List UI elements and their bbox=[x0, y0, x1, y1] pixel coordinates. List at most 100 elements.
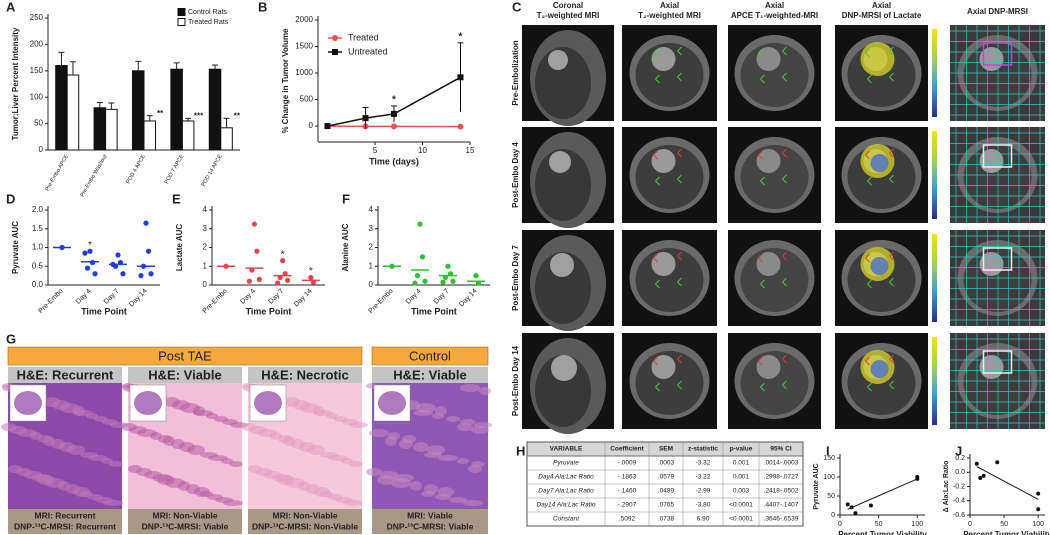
anatomy bbox=[535, 252, 591, 324]
voxel-selection bbox=[982, 144, 1013, 168]
tissue-texture bbox=[37, 475, 55, 485]
marker bbox=[391, 123, 397, 130]
x-tick-label: 10 bbox=[418, 146, 427, 155]
tissue-texture bbox=[377, 475, 395, 485]
point bbox=[115, 252, 121, 258]
x-axis-label: Time Point bbox=[411, 306, 457, 316]
tissue-texture bbox=[460, 384, 480, 392]
lactate-overlay bbox=[870, 154, 889, 172]
tissue-texture bbox=[438, 455, 458, 461]
point bbox=[422, 278, 428, 284]
tissue-texture bbox=[334, 416, 348, 422]
tissue-texture bbox=[193, 410, 213, 416]
tissue-texture bbox=[229, 461, 243, 467]
column-header: T₂-weighted MRI bbox=[537, 11, 600, 20]
tissue-texture bbox=[468, 465, 482, 473]
y-tick-label: 0 bbox=[39, 145, 44, 154]
point bbox=[419, 254, 426, 260]
tissue-texture bbox=[349, 461, 363, 467]
point bbox=[978, 475, 983, 480]
table-cell: 0.001 bbox=[733, 460, 750, 467]
arrow bbox=[782, 46, 787, 56]
point bbox=[145, 248, 152, 254]
inset-tissue bbox=[378, 391, 406, 415]
y-tick-label: -0.4 bbox=[953, 498, 965, 505]
table-cell: -2.99 bbox=[696, 488, 711, 495]
x-tick-label: Pre-Embo bbox=[202, 288, 229, 315]
anatomy bbox=[535, 355, 591, 427]
arrow bbox=[655, 382, 660, 392]
x-tick-label: Pre-Embo bbox=[367, 288, 394, 315]
tissue-texture bbox=[73, 410, 93, 416]
arrow bbox=[889, 251, 894, 261]
caption-box bbox=[372, 509, 488, 534]
tissue-texture bbox=[128, 465, 142, 473]
group-header bbox=[7, 346, 363, 366]
bar bbox=[143, 120, 157, 151]
tumor bbox=[756, 149, 781, 173]
panel-letter: J bbox=[955, 443, 962, 458]
tissue-texture bbox=[43, 436, 55, 446]
legend-swatch bbox=[177, 8, 186, 16]
y-tick-label: 1.0 bbox=[32, 243, 44, 252]
title-bar bbox=[128, 367, 242, 383]
marker bbox=[457, 123, 464, 130]
inset-tissue bbox=[254, 391, 282, 415]
column-header: APCE T₁-weighted-MRI bbox=[731, 11, 818, 20]
caption-box bbox=[8, 509, 122, 534]
point bbox=[280, 258, 286, 264]
column-header: Axial bbox=[660, 1, 679, 10]
point bbox=[1036, 507, 1041, 512]
arrow bbox=[758, 356, 763, 366]
y-tick-label: 1.5 bbox=[32, 224, 44, 233]
table-cell: -3.22 bbox=[696, 474, 711, 481]
inset-tissue bbox=[14, 391, 42, 415]
y-tick-label: 100 bbox=[823, 474, 835, 481]
table-cell: .2998-.0727 bbox=[764, 474, 799, 481]
arrow bbox=[653, 48, 658, 58]
row-label: Post-Embo Day 4 bbox=[511, 142, 520, 208]
table-header: VARIABLE bbox=[550, 446, 583, 453]
arrow bbox=[677, 72, 682, 82]
tissue-texture bbox=[44, 397, 60, 407]
arrow bbox=[653, 356, 658, 366]
group-title: Control bbox=[409, 348, 451, 363]
table-cell: 0.001 bbox=[733, 474, 750, 481]
panel-letter: E bbox=[172, 191, 181, 206]
point bbox=[915, 475, 920, 479]
bar bbox=[170, 68, 183, 151]
arrow bbox=[760, 382, 765, 392]
image-title: H&E: Recurrent bbox=[17, 367, 114, 382]
arrow bbox=[782, 174, 787, 184]
legend-marker bbox=[332, 35, 338, 41]
point bbox=[412, 280, 418, 286]
arrow bbox=[865, 253, 870, 263]
tissue-texture bbox=[391, 478, 411, 488]
point bbox=[143, 220, 149, 226]
y-tick-label: 2000 bbox=[295, 15, 313, 24]
caption-mri: MRI: Viable bbox=[407, 510, 453, 520]
caption-box bbox=[248, 509, 362, 534]
table-cell: Pyruvate bbox=[553, 460, 579, 467]
arrow bbox=[889, 148, 894, 158]
arrow bbox=[867, 74, 872, 84]
y-axis-label: Alanine AUC bbox=[341, 223, 350, 271]
y-axis-label: Pyruvate AUC bbox=[813, 463, 820, 509]
caption-dnp: DNP-¹³C-MRSI: Viable bbox=[387, 521, 474, 531]
table-cell: .0765 bbox=[658, 502, 675, 509]
panel-letter: B bbox=[258, 0, 267, 14]
tissue-texture bbox=[424, 452, 442, 458]
table-cell: -.1863 bbox=[618, 474, 637, 481]
y-tick-label: 0.2 bbox=[955, 455, 965, 462]
tissue-texture bbox=[435, 494, 451, 500]
tissue-texture bbox=[277, 475, 295, 485]
table-cell: .5092 bbox=[619, 516, 636, 523]
table-cell: 6.90 bbox=[697, 516, 710, 523]
x-axis-label: Time Point bbox=[81, 306, 127, 316]
y-tick-label: -0.2 bbox=[953, 483, 965, 490]
caption-dnp: DNP-¹³C-MRSI: Viable bbox=[142, 521, 229, 531]
arrow bbox=[865, 48, 870, 58]
row-label: Post-Embo Day 7 bbox=[511, 245, 520, 311]
panel-letter: I bbox=[826, 443, 830, 458]
x-tick-label: Pre-Embo Washout bbox=[79, 153, 108, 198]
